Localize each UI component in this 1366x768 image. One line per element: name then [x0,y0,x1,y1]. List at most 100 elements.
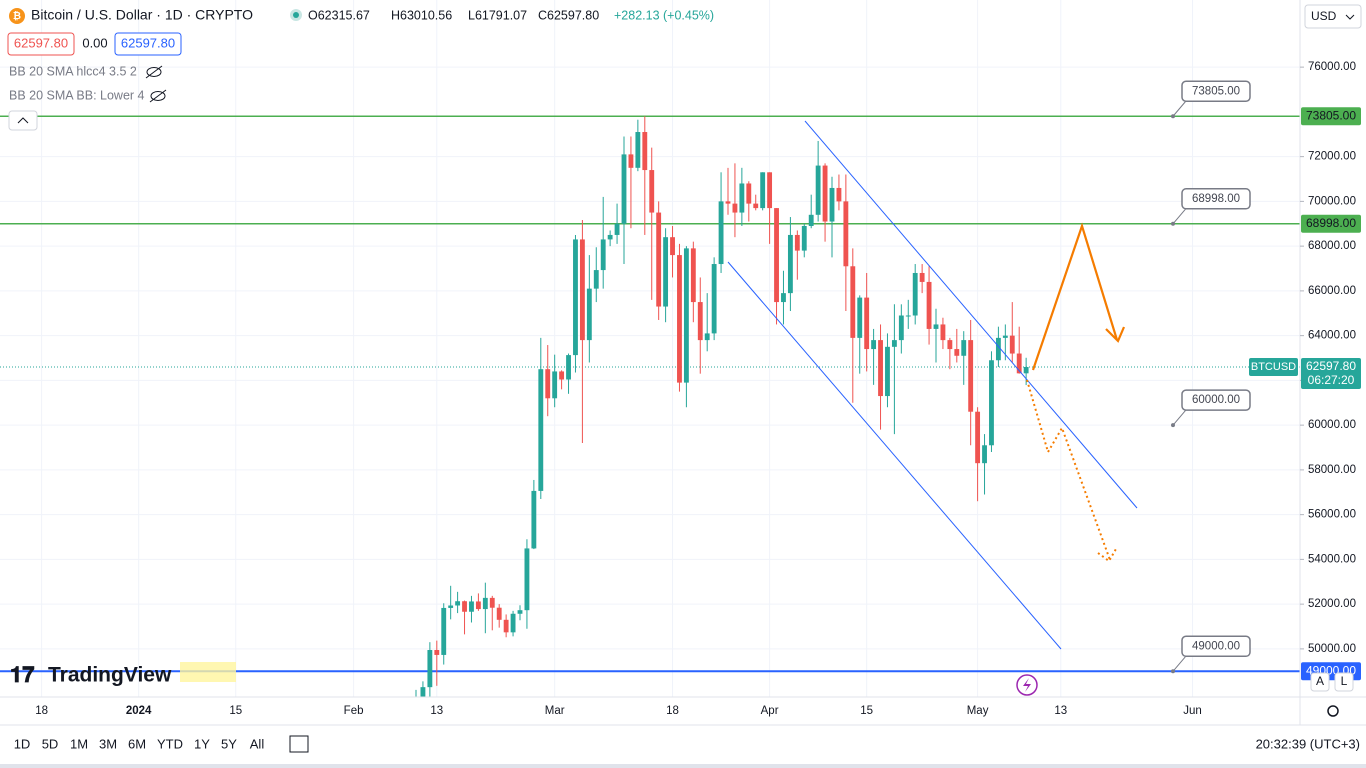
candle-body [1016,353,1022,374]
candle-body [496,607,502,620]
candle-body [656,212,662,307]
candle-body [552,371,558,399]
candle-body [1002,335,1008,338]
grid [0,0,1300,697]
plot-area: 73805.00 68998.00 60000.00 49000.00 [0,80,1300,697]
range-button[interactable]: 5D [42,736,59,751]
y-tick-label: 60000.00 [1308,419,1356,431]
ask-box[interactable] [114,32,182,56]
candle-body [794,234,800,251]
range-button[interactable]: All [250,736,265,751]
log-label: L [1341,674,1348,688]
y-tick-label: 68000.00 [1308,240,1356,252]
settings-icon[interactable] [1327,705,1339,717]
candle-body [614,223,620,235]
candle-body [808,214,814,226]
date-range-icon[interactable] [289,735,309,753]
level-tag [1301,214,1361,233]
event-icon[interactable] [1016,674,1038,696]
highlight [180,662,236,682]
x-tick-label: 15 [229,705,242,717]
candle-body [642,132,648,171]
candle-body [489,597,495,608]
candle-body [781,293,786,303]
candle-body [600,239,606,271]
price-tag [1301,358,1361,390]
range-button[interactable]: 1D [14,736,31,751]
candle-body [455,601,461,606]
candle-body [559,371,565,380]
candle-body [690,248,696,303]
symbol-tag [1249,358,1298,377]
callout-box [1181,188,1251,210]
candle-body [767,172,773,209]
range-button[interactable]: 6M [128,736,146,751]
candle-body [573,239,578,356]
range-button[interactable]: YTD [157,736,183,751]
eye-icon[interactable] [146,67,162,77]
ohlc-value: C62597.80 [538,8,599,22]
candle-body [968,340,974,412]
candle-body [982,445,987,464]
callout-box [1181,80,1251,102]
candle-body [926,281,932,329]
candle-body [524,548,530,611]
candle-body [905,315,911,317]
candle-body [683,248,689,383]
range-button[interactable]: 1M [70,736,88,751]
x-tick-label: Apr [761,705,779,717]
symbol-title: Bitcoin / U.S. Dollar · 1D · CRYPTO [31,7,253,23]
collapse-button[interactable] [8,110,38,131]
candle-body [898,315,904,341]
range-button[interactable]: 1Y [194,736,210,751]
candle-body [579,239,585,341]
y-tick-label: 58000.00 [1308,464,1356,476]
log-button[interactable] [1334,672,1354,692]
candle-body [725,201,731,204]
bid-box[interactable] [7,32,75,56]
candle-body [670,237,675,256]
candle-body [510,613,516,633]
y-tick-label: 76000.00 [1308,61,1356,73]
candle-body [545,369,551,399]
candle-body [864,297,870,350]
y-tick-label: 54000.00 [1308,553,1356,565]
currency-select[interactable] [1304,4,1362,29]
candle-body [475,601,481,610]
candle-body [503,619,509,633]
candle-body [836,187,842,202]
candle-body [531,490,537,549]
callout-box [1181,389,1251,411]
candle-body [975,411,981,464]
range-button[interactable]: 3M [99,736,117,751]
callout-anchor [1171,669,1175,674]
ohlc-value: +282.13 (+0.45%) [614,8,714,22]
logo: TradingView [48,664,172,687]
candle-body [427,650,433,688]
candle-body [815,165,821,215]
candle-body [947,340,953,350]
ohlc-value: O62315.67 [308,8,370,22]
candle-body [822,165,828,222]
range-button[interactable]: 5Y [221,736,237,751]
indicator: BB 20 SMA BB: Lower 4 [9,88,145,102]
eye-icon [145,65,163,79]
candle-body [420,687,426,697]
candle-body [843,201,849,267]
bottom-edge [0,764,1366,768]
candle-body [912,272,918,316]
candle-body [746,183,752,204]
eye-icon[interactable] [150,91,166,101]
candle-body [663,237,669,307]
candle-body [538,369,544,491]
coin-glyph: ₿ [13,10,21,22]
y-tick-label: 70000.00 [1308,195,1356,207]
symbol-tag-label: BTCUSD [1251,361,1296,373]
candle-body [586,288,592,341]
auto-button[interactable] [1310,672,1330,692]
y-tick-label: 56000.00 [1308,509,1356,521]
time-axis: 18 2024 15 Feb 13 Mar 18 Apr 15 May 13 Jun [35,705,1202,717]
event-icon [1023,678,1031,692]
candle-body [891,340,897,347]
